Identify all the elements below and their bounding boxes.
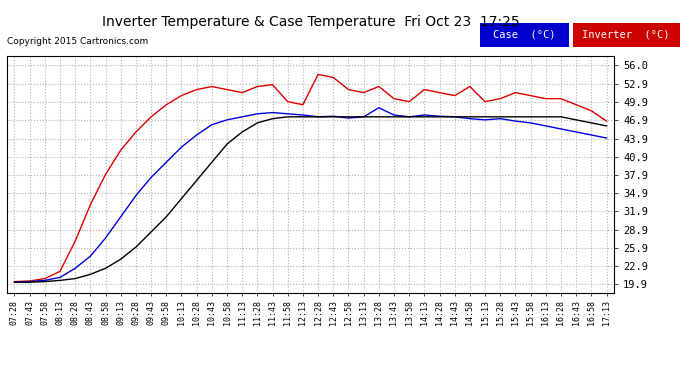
Text: Inverter  (°C): Inverter (°C) (582, 30, 670, 40)
Text: Inverter Temperature & Case Temperature  Fri Oct 23  17:25: Inverter Temperature & Case Temperature … (101, 15, 520, 29)
Text: Case  (°C): Case (°C) (493, 30, 555, 40)
Text: Copyright 2015 Cartronics.com: Copyright 2015 Cartronics.com (7, 38, 148, 46)
